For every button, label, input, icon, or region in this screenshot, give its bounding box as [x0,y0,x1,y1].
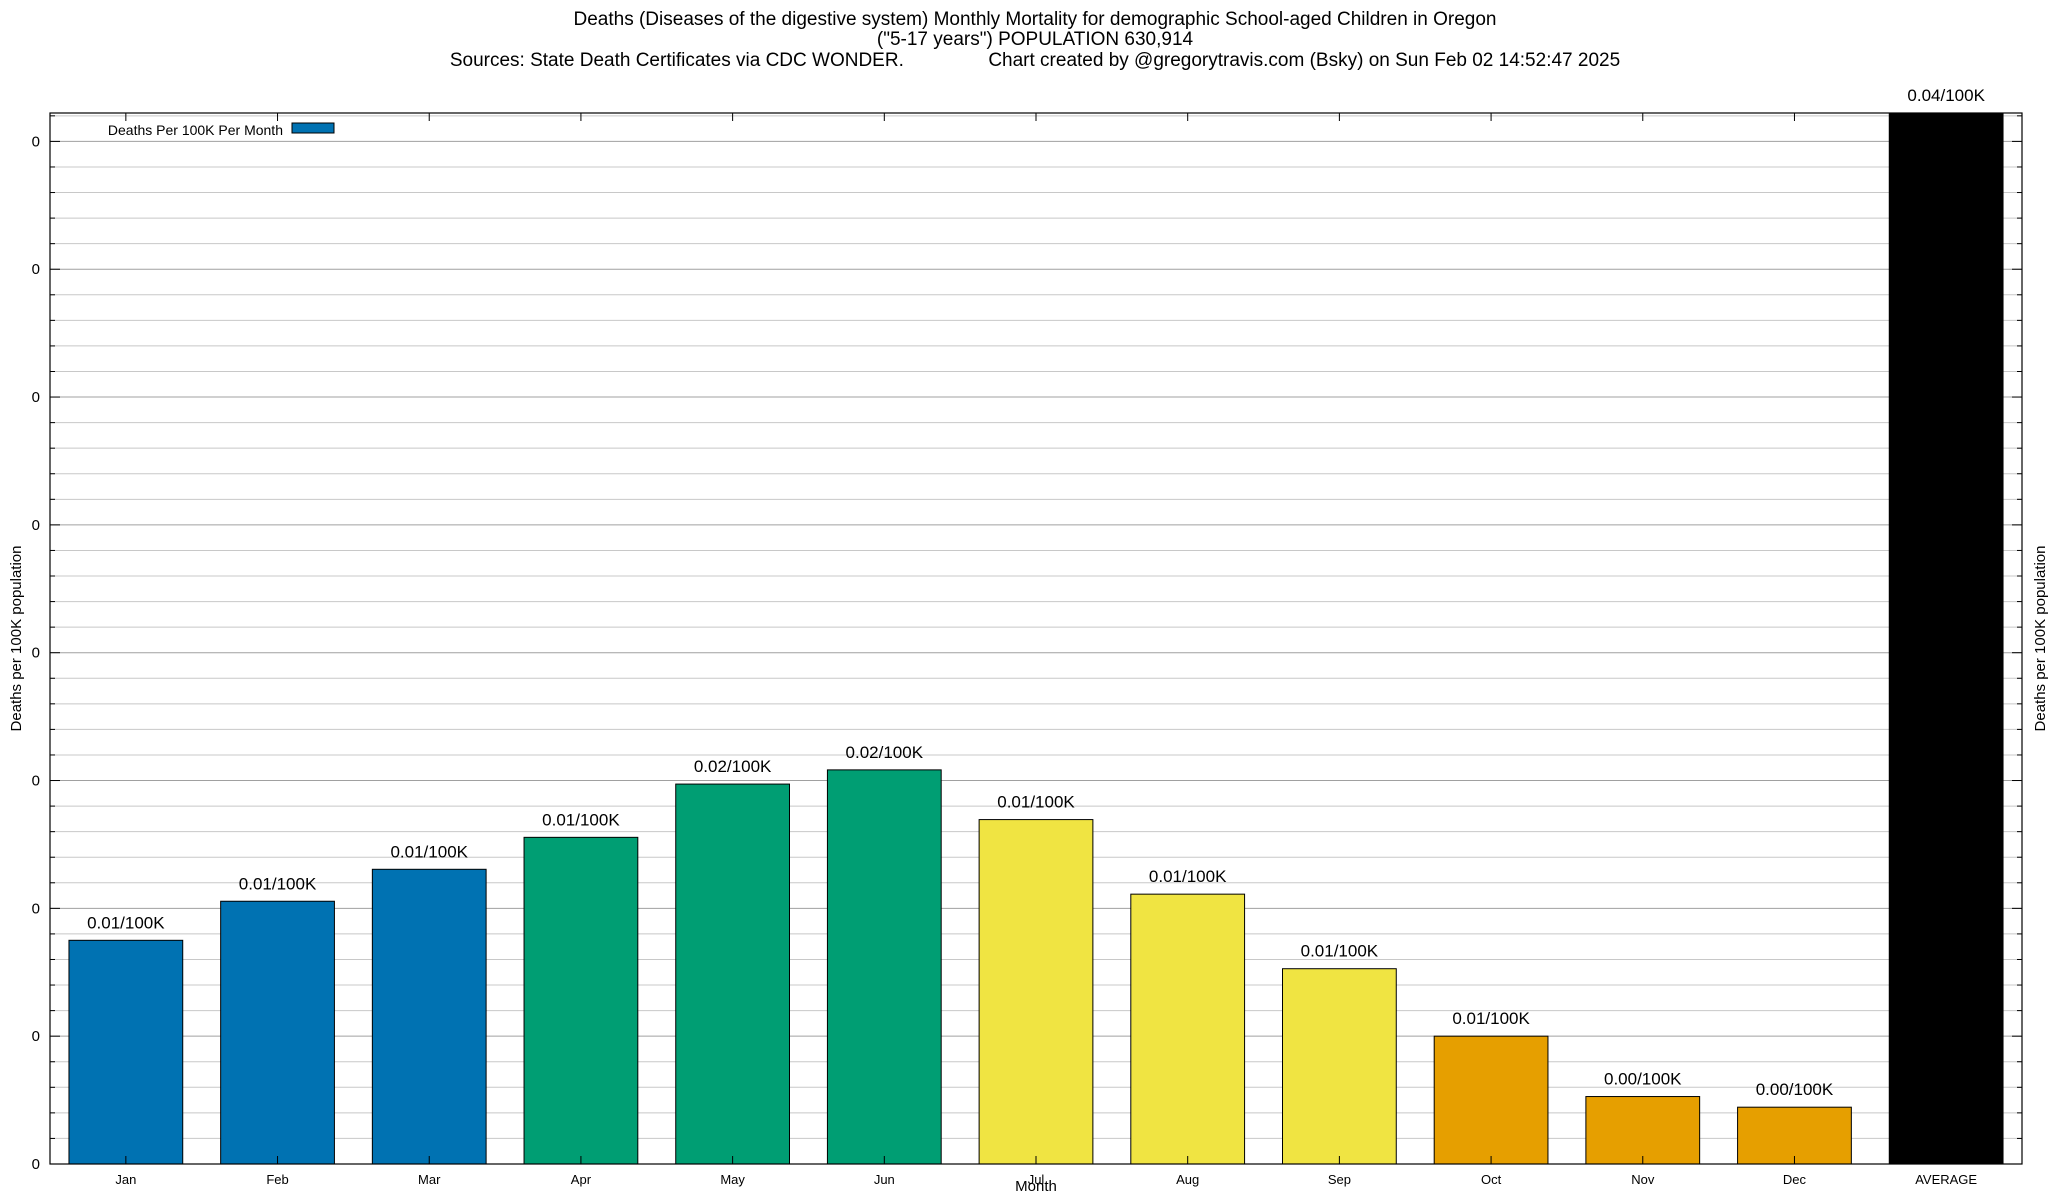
data-label-jan: 0.01/100K [87,913,165,932]
bar-mar [371,868,487,1165]
bar-jan [68,939,184,1165]
title-line-1: Deaths (Diseases of the digestive system… [574,9,1497,30]
ytick-label: 0 [32,773,40,790]
data-label-jul: 0.01/100K [997,793,1075,812]
ytick-label: 0 [32,133,40,150]
xtick-label-average: AVERAGE [1915,1172,1977,1187]
xtick-label-jan: Jan [115,1172,136,1187]
xtick-label-apr: Apr [571,1172,592,1187]
ytick-label: 0 [32,1156,40,1173]
bar-jun [826,769,942,1165]
ytick-label: 0 [32,900,40,917]
legend: Deaths Per 100K Per Month [108,122,335,138]
axis-labels: Month Deaths per 100K population Deaths pe… [8,546,2048,1195]
xtick-label-nov: Nov [1631,1172,1655,1187]
data-label-dec: 0.00/100K [1756,1080,1834,1099]
y2-axis-label: Deaths per 100K population [2032,546,2048,732]
data-label-mar: 0.01/100K [390,842,468,861]
title-line-3: Sources: State Death Certificates via CD… [450,50,1620,71]
ytick-label: 0 [32,1028,40,1045]
bar-jul [978,819,1094,1165]
data-label-feb: 0.01/100K [239,874,317,893]
bar-dec [1737,1106,1852,1165]
ytick-label: 0 [32,645,40,662]
data-label-may: 0.02/100K [694,757,772,776]
bar-sep [1282,968,1397,1165]
data-label-nov: 0.00/100K [1604,1070,1682,1089]
chart-title: Deaths (Diseases of the digestive system… [450,9,1620,71]
x-axis-label: Month [1015,1178,1057,1195]
xtick-label-feb: Feb [266,1172,288,1187]
data-label-oct: 0.01/100K [1452,1009,1530,1028]
data-label-aug: 0.01/100K [1149,867,1227,886]
ytick-label: 0 [32,389,40,406]
legend-swatch [291,122,335,134]
data-label-apr: 0.01/100K [542,810,620,829]
bar-aug [1130,893,1246,1165]
bar-nov [1585,1096,1701,1165]
xtick-label-may: May [720,1172,745,1187]
data-label-jun: 0.02/100K [846,743,924,762]
xtick-label-sep: Sep [1328,1172,1351,1187]
legend-label: Deaths Per 100K Per Month [108,122,283,138]
ytick-label: 0 [32,261,40,278]
xtick-label-aug: Aug [1176,1172,1199,1187]
xtick-label-jun: Jun [874,1172,895,1187]
data-labels: 0.01/100K 0.01/100K 0.01/100K 0.01/100K 0.02… [87,86,1985,1099]
bar-average [1888,112,2004,1165]
bar-feb [220,900,335,1165]
bar-may [675,783,791,1165]
axis-ticks: 0 0 0 0 0 0 0 0 0 Jan Feb Mar Apr May Jun Jul Aug Sep Oct N… [32,113,2022,1187]
ytick-label: 0 [32,517,40,534]
xtick-label-dec: Dec [1783,1172,1807,1187]
y-axis-label: Deaths per 100K population [8,546,25,732]
bar-apr [523,836,639,1165]
data-label-average: 0.04/100K [1907,86,1985,105]
xtick-label-jul: Jul [1028,1172,1045,1187]
title-line-2: ("5-17 years") POPULATION 630,914 [877,29,1194,50]
bar-oct [1433,1035,1549,1165]
bars [68,112,2004,1165]
xtick-label-oct: Oct [1481,1172,1502,1187]
xtick-label-mar: Mar [418,1172,441,1187]
data-label-sep: 0.01/100K [1301,942,1379,961]
